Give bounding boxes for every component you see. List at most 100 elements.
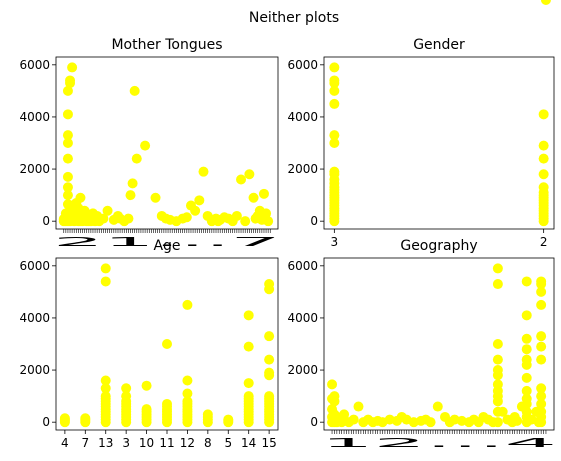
y-tick-label: 0 [310,214,318,228]
data-point [521,354,532,365]
data-point [538,153,549,164]
data-point [264,391,275,402]
data-point [536,331,547,342]
scatter-points [58,62,274,227]
data-point [538,182,549,193]
data-point [521,333,532,344]
data-point [264,367,275,378]
data-point [231,210,242,221]
data-point [80,413,91,424]
x-tick-label: 10 [139,436,154,450]
y-tick-label: 0 [310,415,318,429]
data-point [98,213,109,224]
data-point [492,339,503,349]
data-point [62,182,73,193]
data-point [244,169,255,180]
data-point [521,310,532,321]
x-tick-label: 4 [61,436,69,450]
data-point [425,417,436,428]
x-tick-labels-overlapping: 21...7 [53,235,281,249]
data-point [329,166,340,177]
data-point [336,417,347,428]
data-point [339,409,350,420]
data-point [202,409,213,420]
y-tick-label: 6000 [19,259,50,273]
data-point [198,166,209,177]
scatter-points [327,0,551,428]
data-point [65,75,76,86]
data-point [263,216,274,227]
data-point [264,354,275,365]
subplot-3: Age 0 2000 4000 6000 4 7 13 3 10 11 12 8 5 14 15 [19,238,279,450]
data-point [492,379,503,390]
data-point [194,195,205,206]
data-point [162,339,172,349]
data-point [100,375,111,386]
y-tick-label: 0 [42,415,50,429]
data-point [492,263,503,274]
y-tick-label: 6000 [287,259,318,273]
data-point [62,85,73,96]
scatter-points [59,263,275,428]
data-point [261,208,272,219]
data-point [129,85,140,96]
data-point [536,341,547,352]
subplot-title: Gender [413,37,465,53]
data-point [59,413,70,424]
scatter-points [329,62,549,227]
data-point [538,109,549,120]
data-point [243,391,254,402]
data-point [127,178,138,189]
x-tick-label: 11 [159,436,174,450]
data-point [329,62,340,73]
data-point [243,378,254,389]
subplot-title: Geography [400,238,477,254]
x-tick-label: 15 [261,436,276,450]
y-tick-label: 2000 [287,162,318,176]
data-point [264,331,275,342]
data-point [243,310,254,321]
data-point [181,212,192,223]
data-point [62,109,73,120]
data-point [125,190,136,201]
data-point [521,344,532,355]
data-point [536,286,547,297]
data-point [536,299,547,310]
data-point [62,138,73,148]
data-point [75,192,86,203]
axes-frame [323,56,555,230]
data-point [102,205,113,216]
x-tick-label: 5 [224,436,232,450]
data-point [536,417,547,428]
data-point [67,62,78,73]
subplot-4: Geography 0 2000 4000 6000 12...4 [287,0,557,450]
data-point [492,365,503,376]
data-point [182,396,193,407]
data-point [62,171,73,182]
data-point [236,174,247,185]
data-point [327,379,338,390]
data-point [353,401,364,412]
data-point [329,391,340,402]
subplot-1: Mother Tongues 0 2000 4000 6000 21...7 [19,37,281,249]
data-point [62,153,73,164]
data-point [492,354,503,365]
data-point [121,391,132,402]
data-point [329,130,340,141]
data-point [536,354,547,365]
data-point [521,393,532,404]
data-point [141,404,152,415]
subplot-title: Mother Tongues [111,37,222,53]
data-point [223,414,234,425]
subplot-title: Age [153,238,180,254]
data-point [100,391,111,402]
data-point [162,398,172,409]
data-point [521,406,532,417]
y-tick-label: 2000 [287,363,318,377]
data-point [329,138,340,148]
data-point [243,341,254,352]
x-tick-label: 14 [241,436,256,450]
data-point [432,401,443,412]
y-tick-label: 4000 [19,110,50,124]
